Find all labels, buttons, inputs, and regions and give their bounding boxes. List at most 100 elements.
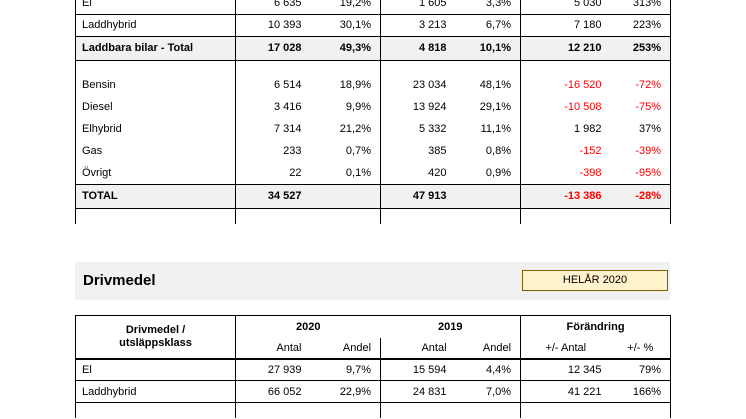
table-cell: 34 527 <box>235 183 311 209</box>
annual-drivmedel-table: Drivmedel / utsläppsklass 2020 2019 Förä… <box>75 315 672 418</box>
table-cell: 233 <box>283 145 302 157</box>
table-cell: 9,7% <box>310 358 382 381</box>
table-cell: 0,7% <box>310 140 381 162</box>
table-cell: 385 <box>428 145 447 157</box>
table-cell <box>455 183 521 209</box>
row-label: El <box>75 358 236 381</box>
table-cell: 4,4% <box>455 358 522 381</box>
row-label: Laddbara bilar - Total <box>75 35 236 61</box>
column-group-change: Förändring <box>520 315 672 338</box>
table-cell: 1 982 <box>573 123 602 135</box>
table-cell: 3,3% <box>455 0 521 15</box>
row-label: Bensin <box>75 74 236 96</box>
table-cell: 5 332 <box>418 123 447 135</box>
table-cell: 3 416 <box>273 101 302 113</box>
table-cell: 79% <box>610 358 672 381</box>
row-label: TOTAL <box>75 183 236 209</box>
table-cell: -398 <box>579 166 602 179</box>
table-cell: -28% <box>610 183 671 209</box>
table-cell: 166% <box>610 380 672 403</box>
table-cell: 12 210 <box>520 35 611 61</box>
table-row: Gas 233 0,7% 385 0,8% -152 -39% <box>75 140 671 162</box>
table-cell: 48,1% <box>455 74 521 96</box>
table-cell: 23 034 <box>412 79 447 91</box>
table-cell: 10,1% <box>455 35 521 61</box>
table-cell: 19,2% <box>310 0 381 15</box>
table-cell: 10 393 <box>267 19 302 31</box>
table-cell: 7,0% <box>455 380 522 403</box>
table-cell <box>310 183 381 209</box>
table-cell: 6 635 <box>235 0 311 15</box>
header-group-row: Drivmedel / utsläppsklass 2020 2019 Förä… <box>75 315 672 360</box>
row-label: Laddhybrid <box>75 380 236 403</box>
table-cell: 0,9% <box>455 162 521 184</box>
total-row: TOTAL 34 527 47 913 -13 386 -28% <box>75 183 671 209</box>
table-cell: 17 028 <box>235 35 311 61</box>
table-cell: -13 386 <box>520 183 611 209</box>
table-cell: -152 <box>579 145 602 157</box>
table-cell: 41 221 <box>520 380 611 403</box>
table-cell: -95% <box>610 162 671 184</box>
table-cell: 9,9% <box>310 96 381 118</box>
table-row: Övrigt 22 0,1% 420 0,9% -398 -95% <box>75 162 671 184</box>
section-title: Drivmedel <box>83 272 156 289</box>
table-cell: 313% <box>610 0 671 15</box>
table-row: Bensin 6 514 18,9% 23 034 48,1% -16 520 … <box>75 74 671 96</box>
column-header-label: Drivmedel / utsläppsklass <box>75 315 236 360</box>
table-cell: 47 913 <box>380 183 456 209</box>
table-cell: 13 924 <box>412 101 447 113</box>
column-header: Andel <box>310 337 382 360</box>
table-cell: 0,1% <box>310 162 381 184</box>
section-header-banner: Drivmedel HELÅR 2020 <box>75 262 670 300</box>
table-cell: 7 180 <box>573 19 602 31</box>
column-header: Andel <box>455 337 522 360</box>
table-row: El 27 939 9,7% 15 594 4,4% 12 345 79% <box>75 358 672 381</box>
table-cell: 4 818 <box>380 35 456 61</box>
table-cell: 66 052 <box>235 380 311 403</box>
column-header: +/- % <box>610 337 672 360</box>
table-row: Laddhybrid 10 393 30,1% 3 213 6,7% 7 180… <box>75 14 671 36</box>
table-cell: 223% <box>610 14 671 36</box>
header-label-line1: Drivmedel / <box>125 323 186 336</box>
header-label-line2: utsläppsklass <box>119 336 192 349</box>
table-cell: 22,9% <box>310 380 382 403</box>
row-label: Laddhybrid <box>75 14 236 36</box>
period-badge: HELÅR 2020 <box>522 270 668 291</box>
column-header: Antal <box>380 337 456 360</box>
table-cell: 6 514 <box>273 79 302 91</box>
table-row: Diesel 3 416 9,9% 13 924 29,1% -10 508 -… <box>75 96 671 118</box>
table-cell: 0,8% <box>455 140 521 162</box>
table-cell: -39% <box>610 140 671 162</box>
table-cell: 37% <box>610 118 671 140</box>
column-group-2020: 2020 <box>235 315 381 338</box>
table-cell: 11,1% <box>455 118 521 140</box>
table-row: El 6 635 19,2% 1 605 3,3% 5 030 313% <box>75 0 671 15</box>
table-cell: 7 314 <box>273 123 302 135</box>
table-cell: 253% <box>610 35 671 61</box>
table-cell: 22 <box>289 166 302 179</box>
table-row: Laddhybrid 66 052 22,9% 24 831 7,0% 41 2… <box>75 380 672 403</box>
row-label: Gas <box>75 140 236 162</box>
table-cell: -75% <box>610 96 671 118</box>
table-cell: 49,3% <box>310 35 381 61</box>
row-label: Övrigt <box>75 162 236 184</box>
table-bottom-spacer <box>75 402 672 418</box>
column-header: Antal <box>235 337 311 360</box>
subtotal-row: Laddbara bilar - Total 17 028 49,3% 4 81… <box>75 35 671 61</box>
table-cell: 30,1% <box>310 14 381 36</box>
column-group-2019: 2019 <box>380 315 522 338</box>
column-header: +/- Antal <box>520 337 611 360</box>
table-cell: 21,2% <box>310 118 381 140</box>
table-cell: 12 345 <box>520 358 611 381</box>
table-cell: 15 594 <box>380 358 456 381</box>
table-cell: 3 213 <box>418 19 447 31</box>
table-cell: -16 520 <box>564 79 602 91</box>
monthly-drivmedel-table: El 6 635 19,2% 1 605 3,3% 5 030 313% Lad… <box>75 0 671 224</box>
table-cell: 420 <box>428 166 447 179</box>
header-sub-row: Antal Andel Antal Andel +/- Antal +/- % <box>76 337 672 360</box>
table-cell: 1 605 <box>380 0 456 15</box>
table-cell: 18,9% <box>310 74 381 96</box>
row-label: Diesel <box>75 96 236 118</box>
table-cell: -72% <box>610 74 671 96</box>
